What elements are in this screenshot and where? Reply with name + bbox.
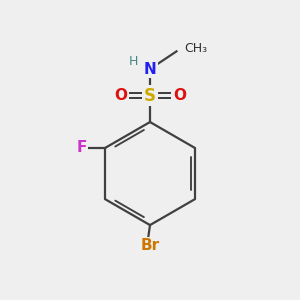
Text: Br: Br	[140, 238, 160, 253]
Text: H: H	[129, 55, 139, 68]
Text: N: N	[144, 61, 156, 76]
Text: F: F	[76, 140, 87, 155]
Text: O: O	[114, 88, 127, 103]
Text: S: S	[144, 86, 156, 104]
Text: CH₃: CH₃	[184, 42, 207, 55]
Text: O: O	[173, 88, 186, 103]
